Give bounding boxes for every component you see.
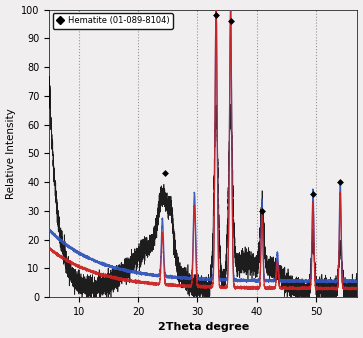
X-axis label: 2Theta degree: 2Theta degree [158,322,249,333]
Legend: Hematite (01-089-8104): Hematite (01-089-8104) [53,13,172,28]
Y-axis label: Relative Intensity: Relative Intensity [5,108,16,199]
